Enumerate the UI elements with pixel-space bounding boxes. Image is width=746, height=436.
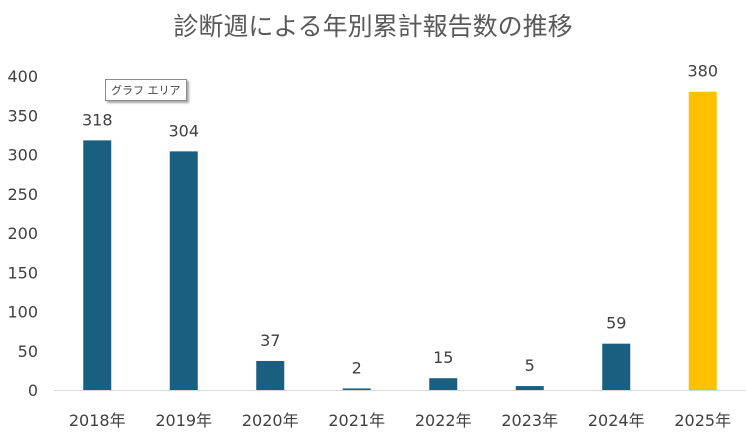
x-tick-label: 2022年 — [415, 411, 472, 430]
bar-2024年[interactable] — [602, 343, 631, 390]
y-tick-label: 150 — [7, 263, 38, 282]
data-label: 5 — [525, 356, 535, 375]
chart-area-tooltip: グラフ エリア — [105, 79, 187, 101]
data-label: 2 — [352, 358, 362, 377]
data-label: 380 — [687, 62, 718, 81]
data-label: 318 — [82, 110, 113, 129]
bar-2019年[interactable] — [169, 151, 198, 390]
y-tick-label: 400 — [7, 67, 38, 86]
data-label: 37 — [260, 331, 280, 350]
x-tick-label: 2024年 — [588, 411, 645, 430]
x-tick-label: 2018年 — [69, 411, 126, 430]
bar-2018年[interactable] — [83, 140, 112, 390]
y-tick-label: 300 — [7, 146, 38, 165]
bar-2020年[interactable] — [256, 360, 285, 390]
x-tick-label: 2019年 — [155, 411, 212, 430]
y-tick-label: 0 — [28, 381, 38, 400]
data-label: 15 — [433, 348, 453, 367]
data-label: 304 — [168, 121, 199, 140]
y-tick-label: 250 — [7, 185, 38, 204]
chart-title: 診断週による年別累計報告数の推移 — [173, 12, 572, 41]
y-tick-label: 50 — [18, 342, 38, 361]
data-label: 59 — [606, 314, 626, 333]
x-tick-label: 2021年 — [328, 411, 385, 430]
bar-2022年[interactable] — [429, 378, 458, 390]
y-tick-label: 200 — [7, 224, 38, 243]
x-tick-label: 2020年 — [242, 411, 299, 430]
x-tick-label: 2025年 — [674, 411, 731, 430]
bar-2023年[interactable] — [515, 386, 544, 390]
x-tick-label: 2023年 — [501, 411, 558, 430]
bar-2025年[interactable] — [688, 91, 717, 390]
bar-2021年[interactable] — [342, 388, 371, 390]
y-tick-label: 350 — [7, 106, 38, 125]
y-tick-label: 100 — [7, 303, 38, 322]
